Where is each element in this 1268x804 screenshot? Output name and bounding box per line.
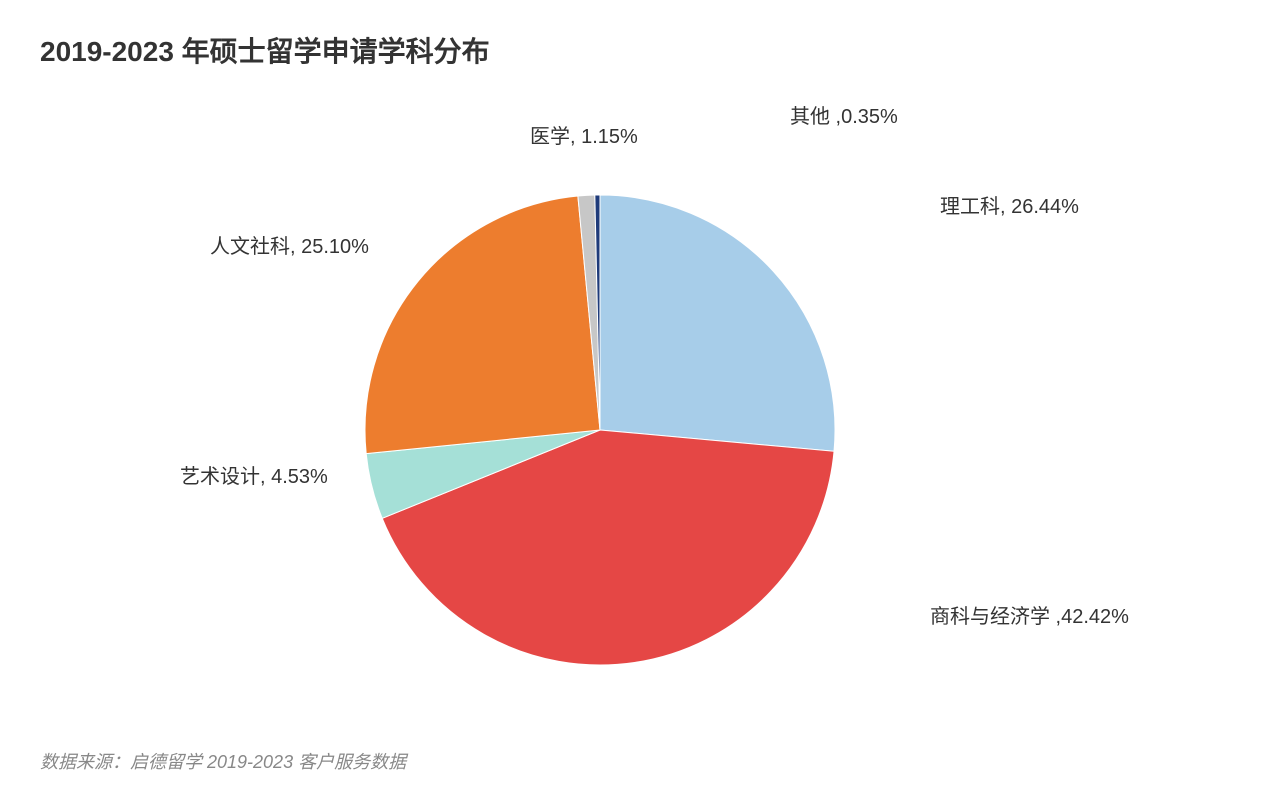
- pie-slice-label: 其他 ,0.35%: [790, 100, 898, 129]
- pie-slice: [365, 196, 600, 454]
- data-source-note: 数据来源：启德留学 2019-2023 客户服务数据: [40, 748, 406, 774]
- pie-slice-label: 艺术设计, 4.53%: [180, 460, 328, 489]
- pie-slice: [600, 195, 835, 451]
- pie-slice-label: 理工科, 26.44%: [940, 190, 1079, 219]
- pie-slice-label: 商科与经济学 ,42.42%: [930, 600, 1129, 629]
- pie-slice-label: 人文社科, 25.10%: [210, 230, 369, 259]
- pie-slice-label: 医学, 1.15%: [530, 120, 638, 149]
- pie-chart-area: 理工科, 26.44% 商科与经济学 ,42.42% 艺术设计, 4.53% 人文社科…: [0, 100, 1268, 720]
- chart-title: 2019-2023 年硕士留学申请学科分布: [40, 30, 490, 70]
